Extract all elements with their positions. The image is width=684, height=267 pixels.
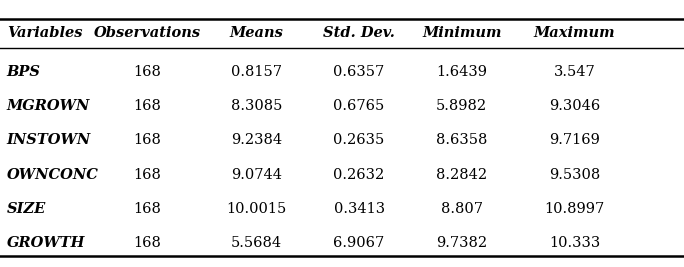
Text: 0.8157: 0.8157 [231,65,282,79]
Text: 0.6357: 0.6357 [334,65,384,79]
Text: INSTOWN: INSTOWN [7,134,91,147]
Text: 8.6358: 8.6358 [436,134,488,147]
Text: 168: 168 [133,236,161,250]
Text: 168: 168 [133,65,161,79]
Text: BPS: BPS [7,65,41,79]
Text: 8.2842: 8.2842 [436,168,487,182]
Text: 8.807: 8.807 [440,202,483,216]
Text: 9.7382: 9.7382 [436,236,487,250]
Text: 3.547: 3.547 [553,65,596,79]
Text: Minimum: Minimum [422,26,501,40]
Text: Maximum: Maximum [534,26,616,40]
Text: 0.2635: 0.2635 [334,134,384,147]
Text: 9.7169: 9.7169 [549,134,600,147]
Text: 1.6439: 1.6439 [436,65,487,79]
Text: 9.0744: 9.0744 [231,168,282,182]
Text: 0.6765: 0.6765 [334,99,384,113]
Text: 0.3413: 0.3413 [334,202,384,216]
Text: 10.333: 10.333 [549,236,600,250]
Text: 9.5308: 9.5308 [549,168,600,182]
Text: 0.2632: 0.2632 [334,168,384,182]
Text: 8.3085: 8.3085 [231,99,282,113]
Text: Observations: Observations [94,26,200,40]
Text: SIZE: SIZE [7,202,46,216]
Text: MGROWN: MGROWN [7,99,90,113]
Text: 168: 168 [133,202,161,216]
Text: Means: Means [230,26,283,40]
Text: 168: 168 [133,134,161,147]
Text: 168: 168 [133,168,161,182]
Text: OWNCONC: OWNCONC [7,168,98,182]
Text: 5.8982: 5.8982 [436,99,487,113]
Text: 5.5684: 5.5684 [231,236,282,250]
Text: 9.2384: 9.2384 [231,134,282,147]
Text: 168: 168 [133,99,161,113]
Text: 6.9067: 6.9067 [334,236,384,250]
Text: Variables: Variables [7,26,82,40]
Text: 10.0015: 10.0015 [226,202,287,216]
Text: 9.3046: 9.3046 [549,99,600,113]
Text: 10.8997: 10.8997 [544,202,605,216]
Text: GROWTH: GROWTH [7,236,86,250]
Text: Std. Dev.: Std. Dev. [323,26,395,40]
